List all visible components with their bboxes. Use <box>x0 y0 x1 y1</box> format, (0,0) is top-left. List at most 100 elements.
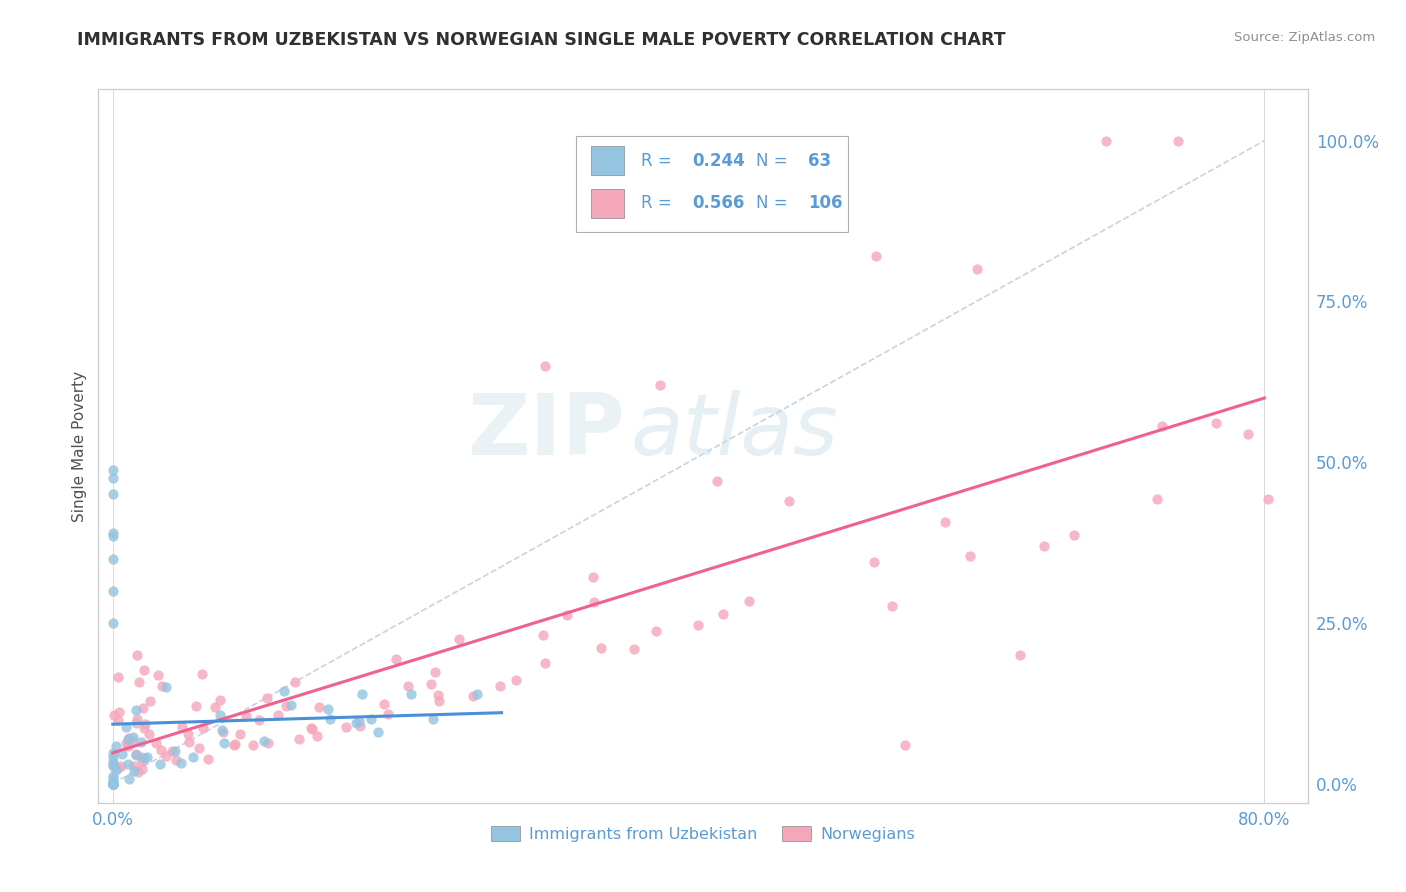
Point <box>129 735 152 749</box>
Point <box>316 702 339 716</box>
Point <box>422 712 444 726</box>
Point <box>384 652 406 666</box>
Point <box>591 641 613 656</box>
Point <box>582 569 605 583</box>
Point <box>101 776 124 790</box>
Point <box>131 755 153 769</box>
Point <box>1150 419 1173 434</box>
Point <box>125 702 148 716</box>
Point <box>959 549 981 563</box>
Point <box>865 249 887 263</box>
Text: 63: 63 <box>808 152 831 169</box>
Point <box>301 722 323 736</box>
Point <box>276 698 298 713</box>
Point <box>101 776 124 790</box>
Point <box>648 378 671 392</box>
Point <box>101 776 124 790</box>
Point <box>863 555 886 569</box>
Point <box>149 743 172 757</box>
Point <box>191 721 214 735</box>
Point <box>778 493 800 508</box>
Point <box>155 680 177 694</box>
Point <box>229 727 252 741</box>
Point <box>170 720 193 734</box>
Point <box>208 693 231 707</box>
Y-axis label: Single Male Poverty: Single Male Poverty <box>72 370 87 522</box>
Point <box>1063 527 1085 541</box>
Point <box>288 732 311 747</box>
Point <box>110 747 132 762</box>
Point <box>101 746 124 760</box>
Point <box>427 694 450 708</box>
Point <box>101 776 124 790</box>
Point <box>534 656 557 670</box>
Point <box>101 776 124 790</box>
Point <box>117 731 139 746</box>
Point <box>117 757 139 772</box>
Point <box>880 599 903 613</box>
Point <box>183 749 205 764</box>
Point <box>101 487 124 501</box>
Point <box>121 733 143 747</box>
Point <box>101 756 124 771</box>
Point <box>132 751 155 765</box>
Point <box>146 668 169 682</box>
Point <box>344 716 367 731</box>
Point <box>101 776 124 790</box>
Point <box>121 731 143 745</box>
Point <box>555 607 578 622</box>
Point <box>489 679 512 693</box>
Point <box>1167 134 1189 148</box>
Point <box>149 756 172 771</box>
Point <box>242 738 264 752</box>
Point <box>101 471 124 485</box>
FancyBboxPatch shape <box>576 136 848 232</box>
Point <box>101 756 124 770</box>
Point <box>280 698 302 712</box>
Point <box>893 738 915 752</box>
Text: R =: R = <box>641 194 678 212</box>
Point <box>1095 134 1118 148</box>
Point <box>127 764 149 779</box>
Point <box>256 691 278 706</box>
Text: 0.244: 0.244 <box>692 152 745 169</box>
Point <box>360 712 382 726</box>
Point <box>114 736 136 750</box>
Point <box>706 475 728 489</box>
Point <box>224 738 246 752</box>
Point <box>101 759 124 773</box>
Point <box>711 607 734 621</box>
Point <box>132 700 155 714</box>
Text: Source: ZipAtlas.com: Source: ZipAtlas.com <box>1234 31 1375 45</box>
Point <box>101 772 124 787</box>
Text: atlas: atlas <box>630 390 838 474</box>
Text: ZIP: ZIP <box>467 390 624 474</box>
Point <box>423 665 446 680</box>
Point <box>1146 492 1168 507</box>
Point <box>177 726 200 740</box>
Point <box>247 713 270 727</box>
Point <box>152 679 174 693</box>
Point <box>212 736 235 750</box>
Point <box>197 752 219 766</box>
Point <box>101 750 124 764</box>
Point <box>211 724 233 739</box>
Point <box>645 624 668 638</box>
Point <box>107 713 129 727</box>
Point <box>307 729 329 743</box>
Point <box>122 764 145 779</box>
Point <box>299 721 322 735</box>
Point <box>465 687 488 701</box>
Point <box>224 737 246 751</box>
Point <box>211 723 233 738</box>
Point <box>533 359 555 373</box>
Point <box>129 750 152 764</box>
Point <box>132 664 155 678</box>
Point <box>101 776 124 790</box>
Text: 0.566: 0.566 <box>692 194 745 212</box>
Point <box>101 529 124 543</box>
Point <box>187 740 209 755</box>
Point <box>273 683 295 698</box>
Point <box>257 736 280 750</box>
Point <box>1237 427 1260 442</box>
